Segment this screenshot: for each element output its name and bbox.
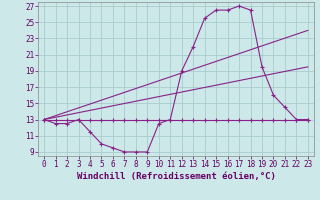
X-axis label: Windchill (Refroidissement éolien,°C): Windchill (Refroidissement éolien,°C) bbox=[76, 172, 276, 181]
